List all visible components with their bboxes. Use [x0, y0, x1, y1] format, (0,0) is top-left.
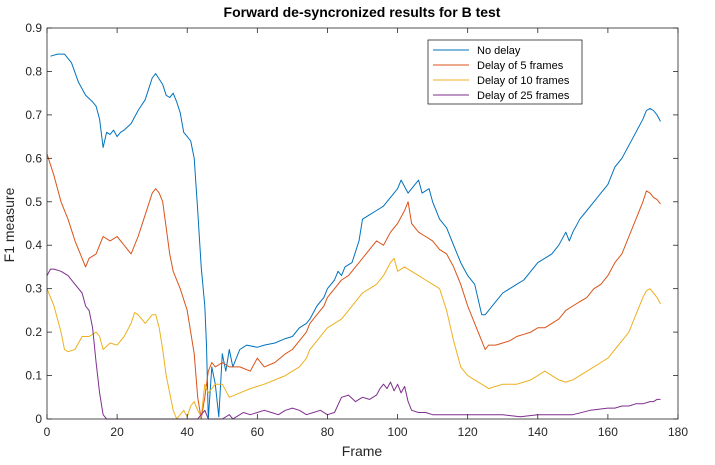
- series-line-3: [46, 257, 661, 420]
- axes-box: [46, 27, 679, 420]
- y-tick-label: 0.7: [25, 108, 42, 122]
- axes-layer: 0 20 40 60 80 100 120 140 160 180 0 0.1 0.2 0.3 0.4 0.5…: [25, 21, 688, 439]
- x-tick-label: 140: [528, 425, 548, 439]
- y-tick-label: 0: [35, 412, 42, 426]
- series-line-2: [46, 153, 661, 420]
- plot-area: [47, 28, 678, 419]
- y-tick-label: 0.2: [25, 325, 42, 339]
- x-tick-label: 0: [44, 425, 51, 439]
- legend-label-2: Delay of 5 frames: [477, 60, 564, 72]
- legend-label-1: No delay: [477, 45, 521, 57]
- x-tick-label: 20: [110, 425, 124, 439]
- series-line-1: [50, 53, 661, 420]
- legend-label-3: Delay of 10 frames: [477, 75, 570, 87]
- legend-box: [427, 39, 583, 105]
- x-axis-label: Frame: [342, 443, 383, 459]
- y-tick-label: 0.6: [25, 151, 42, 165]
- y-tick-label: 0.3: [25, 282, 42, 296]
- y-tick-label: 0.5: [25, 195, 42, 209]
- y-tick-label: 0.1: [25, 369, 42, 383]
- x-tick-label: 80: [321, 425, 335, 439]
- x-tick-label: 100: [388, 425, 408, 439]
- y-tick-label: 0.4: [25, 238, 42, 252]
- x-tick-label: 60: [251, 425, 265, 439]
- chart-title: Forward de-syncronized results for B tes…: [224, 4, 501, 20]
- y-tick-label: 0.9: [25, 21, 42, 35]
- legend: No delay Delay of 5 frames Delay of 10 fra…: [427, 39, 583, 105]
- x-tick-label: 40: [181, 425, 195, 439]
- y-tick-label: 0.8: [25, 64, 42, 78]
- plot-frame: [47, 28, 678, 419]
- y-axis-label: F1 measure: [1, 187, 17, 262]
- legend-label-4: Delay of 25 frames: [477, 90, 570, 102]
- x-tick-label: 160: [598, 425, 618, 439]
- x-tick-label: 120: [458, 425, 478, 439]
- x-tick-label: 180: [668, 425, 688, 439]
